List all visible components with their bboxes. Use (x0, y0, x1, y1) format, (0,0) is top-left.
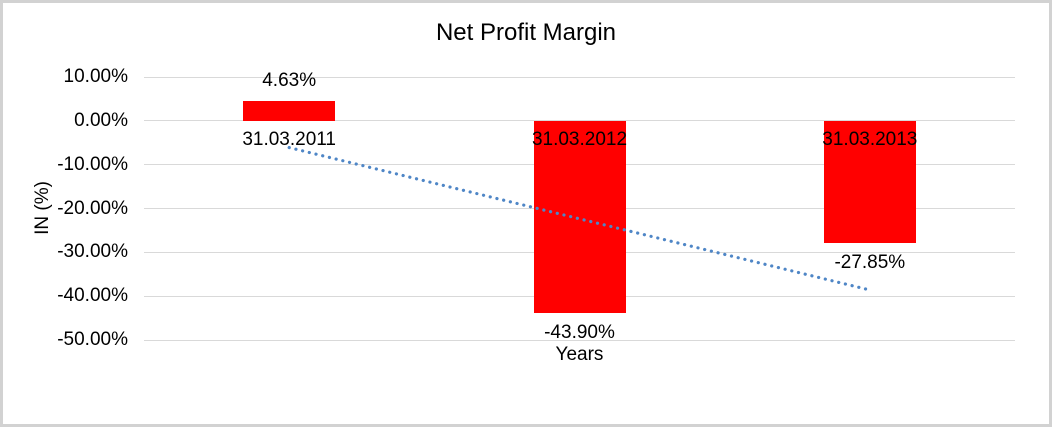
data-label: -27.85% (834, 251, 906, 273)
x-axis-title: Years (555, 344, 604, 365)
y-tick-label: -20.00% (57, 197, 128, 219)
category-label: 31.03.2013 (822, 128, 918, 150)
chart-title: Net Profit Margin (435, 19, 617, 46)
data-label: 4.63% (262, 69, 317, 91)
y-tick-label: -10.00% (57, 153, 128, 175)
y-tick-label: -40.00% (57, 285, 128, 307)
y-tick-label: -30.00% (57, 241, 128, 263)
bar (243, 100, 336, 121)
gridline (144, 76, 1015, 78)
category-label: 31.03.2012 (531, 128, 628, 150)
data-label: -43.90% (544, 322, 615, 344)
y-tick-label: 0.00% (74, 109, 128, 131)
category-label: 31.03.2011 (242, 128, 336, 150)
gridline (144, 339, 1015, 341)
y-tick-label: 10.00% (63, 66, 128, 87)
y-tick-label: -50.00% (57, 329, 128, 350)
